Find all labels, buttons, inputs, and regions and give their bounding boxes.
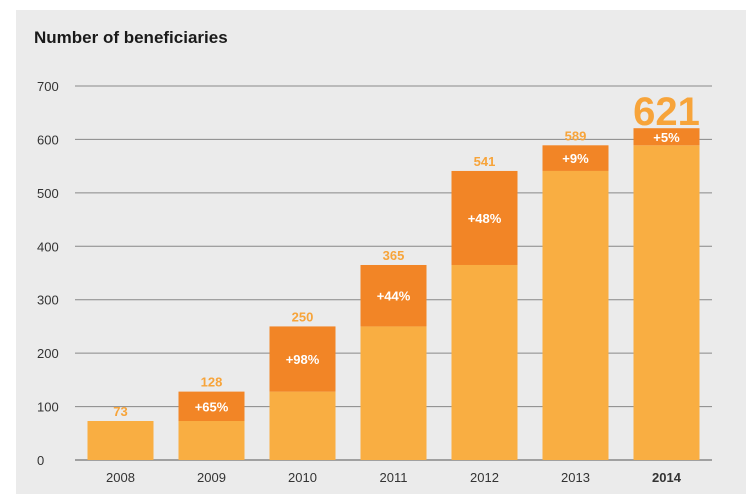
bar-base-segment [178, 420, 245, 460]
growth-label: +98% [286, 352, 320, 367]
bar-base-segment [269, 391, 336, 460]
bar-base-segment [87, 420, 154, 460]
value-label: 128 [201, 375, 223, 390]
bar-increase-segment [542, 145, 609, 171]
bar-increase-segment [269, 326, 336, 392]
value-label: 541 [474, 154, 496, 169]
growth-label: +9% [562, 151, 589, 166]
x-tick-label: 2012 [470, 470, 499, 485]
value-label: 621 [633, 90, 700, 134]
growth-label: +48% [468, 211, 502, 226]
chart-title: Number of beneficiaries [34, 28, 228, 47]
y-tick-label: 600 [37, 132, 59, 147]
bar-base-segment [360, 326, 427, 460]
y-tick-label: 400 [37, 239, 59, 254]
x-tick-label: 2013 [561, 470, 590, 485]
bar-increase-segment [451, 170, 518, 265]
y-tick-label: 500 [37, 186, 59, 201]
bar-increase-segment [178, 391, 245, 421]
growth-label: +5% [653, 130, 680, 145]
bar-base-segment [633, 145, 700, 460]
bar-base-segment [451, 264, 518, 460]
y-tick-label: 0 [37, 453, 44, 468]
x-tick-label: 2009 [197, 470, 226, 485]
x-tick-label: 2014 [652, 470, 682, 485]
value-label: 365 [383, 248, 405, 263]
growth-label: +44% [377, 289, 411, 304]
bar-increase-segment [360, 264, 427, 327]
value-label: 73 [113, 404, 127, 419]
y-tick-label: 100 [37, 400, 59, 415]
x-tick-label: 2008 [106, 470, 135, 485]
growth-label: +65% [195, 399, 229, 414]
value-label: 589 [565, 128, 587, 143]
bar-base-segment [542, 170, 609, 461]
value-label: 250 [292, 309, 314, 324]
y-tick-label: 300 [37, 293, 59, 308]
x-tick-label: 2011 [380, 470, 408, 485]
bar-increase-segment [633, 128, 700, 146]
y-tick-label: 200 [37, 346, 59, 361]
x-tick-label: 2010 [288, 470, 317, 485]
y-tick-label: 700 [37, 79, 59, 94]
